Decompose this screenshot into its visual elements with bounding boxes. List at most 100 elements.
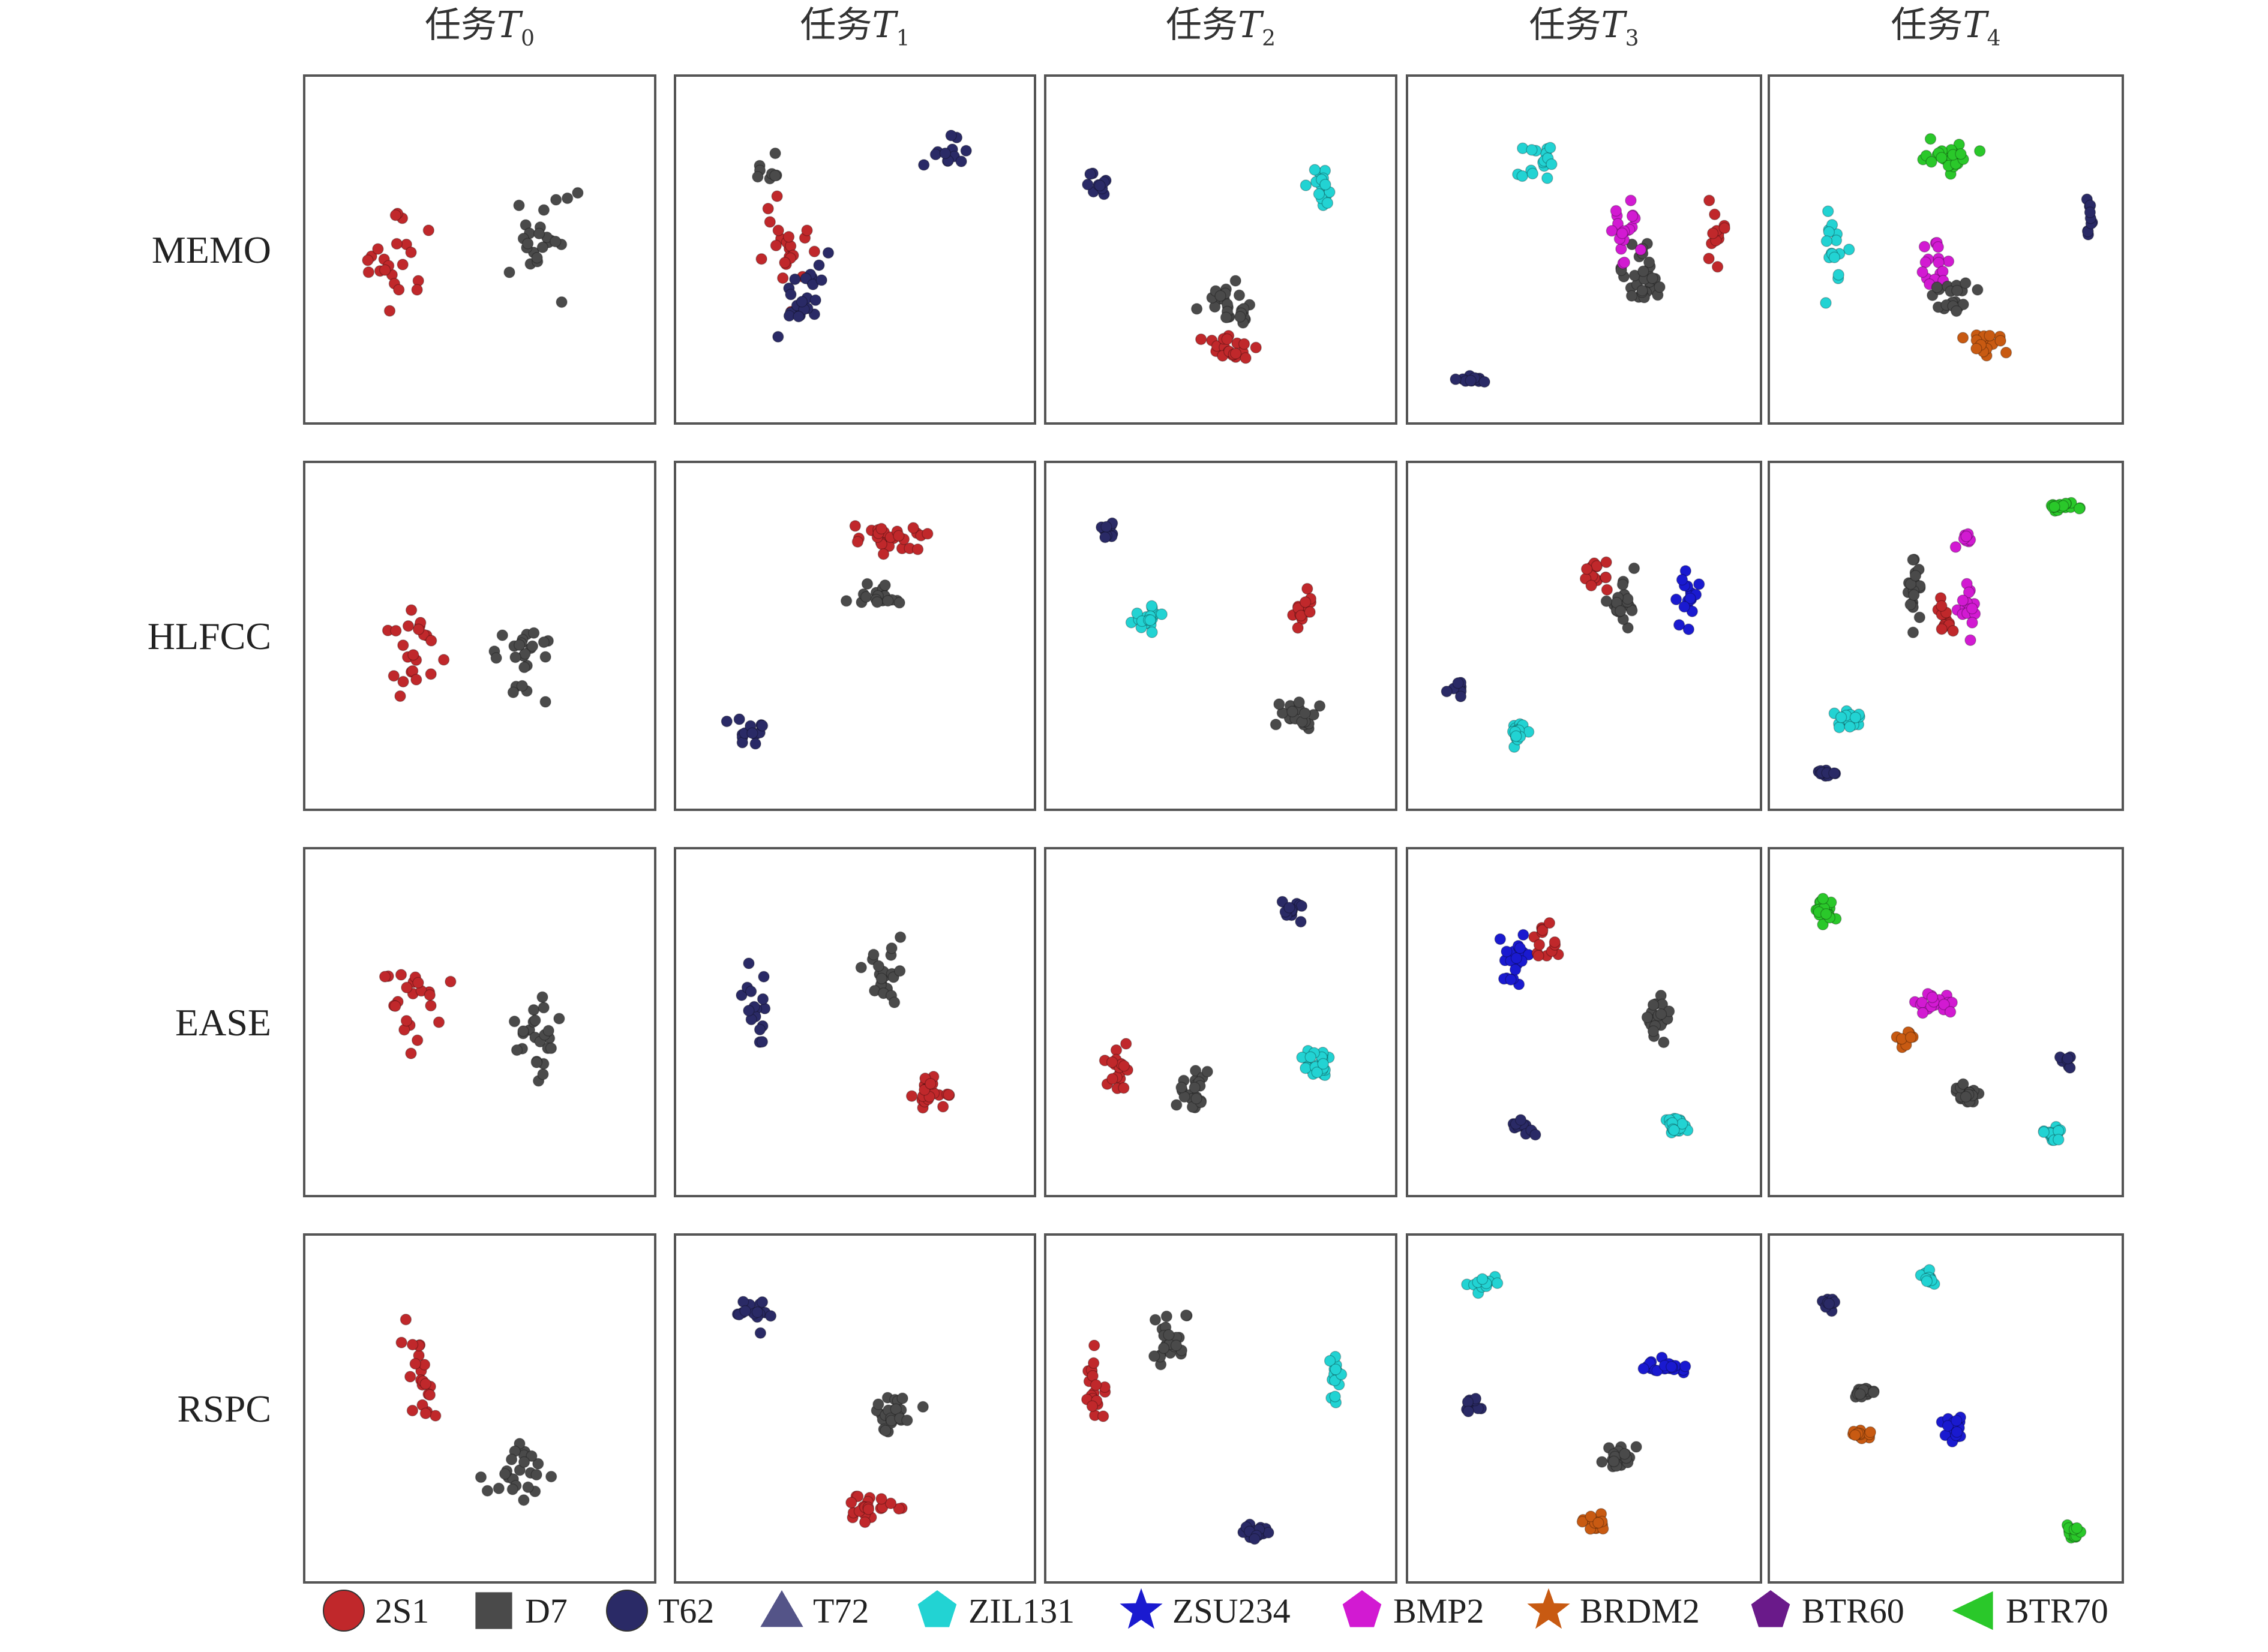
scatter-point	[1195, 333, 1207, 346]
scatter-point	[1913, 611, 1926, 623]
scatter-point	[2038, 1126, 2050, 1139]
scatter-point	[430, 1410, 442, 1422]
scatter-point	[508, 1016, 521, 1028]
scatter-point	[1854, 1388, 1866, 1400]
scatter-point	[419, 1378, 432, 1390]
scatter-point	[388, 669, 400, 682]
scatter-point	[391, 238, 403, 250]
panel-frame	[303, 847, 656, 1197]
row-labels: MEMO HLFCC EASE RSPC	[148, 229, 271, 1430]
scatter-point	[400, 1014, 413, 1027]
scatter-point	[1817, 918, 1829, 931]
scatter-point	[884, 1497, 897, 1509]
scatter-point	[1947, 624, 1959, 637]
scatter-point	[1718, 222, 1730, 235]
panel-frame	[674, 847, 1036, 1197]
scatter-point	[1229, 275, 1241, 287]
scatter-point	[401, 981, 413, 994]
legend-entry-d7: D7	[475, 1591, 568, 1630]
scatter-point	[1544, 142, 1556, 154]
scatter-point	[801, 224, 813, 236]
scatter-point	[397, 259, 409, 271]
panel-frame	[1406, 847, 1762, 1197]
scatter-point	[756, 720, 769, 732]
scatter-point	[425, 635, 437, 647]
scatter-point	[1643, 256, 1655, 268]
scatter-point	[762, 203, 774, 215]
scatter-point	[513, 199, 525, 212]
scatter-point	[893, 597, 905, 609]
scatter-point	[1942, 255, 1955, 268]
column-title-subscript: 3	[1625, 26, 1639, 51]
scatter-point	[1304, 606, 1316, 618]
scatter-point	[776, 272, 789, 284]
scatter-point	[422, 224, 435, 236]
scatter-point	[1926, 991, 1939, 1004]
scatter-point	[1960, 1091, 1972, 1103]
legend-label: T62	[658, 1591, 714, 1630]
scatter-point	[1682, 623, 1695, 635]
pentagon-marker-icon	[1751, 1590, 1790, 1627]
scatter-point	[1601, 584, 1613, 596]
column-title-prefix: 任务	[425, 4, 497, 46]
scatter-point	[519, 648, 531, 660]
scatter-point	[1936, 623, 1948, 635]
scatter-point	[533, 227, 545, 240]
scatter-point	[556, 296, 568, 308]
triangle-left-marker-icon	[1952, 1591, 1993, 1630]
scatter-point	[875, 972, 887, 985]
scatter-point	[1099, 531, 1111, 543]
scatter-point	[1505, 974, 1517, 986]
scatter-point	[955, 155, 967, 167]
scatter-point	[782, 231, 795, 243]
scatter-point	[425, 999, 437, 1012]
scatter-point	[389, 209, 402, 221]
scatter-point	[404, 1371, 416, 1383]
scatter-point	[770, 239, 782, 252]
column-title-symbol: T	[1238, 4, 1264, 46]
square-marker-icon	[475, 1592, 512, 1629]
scatter-point	[550, 235, 562, 248]
panel-frame	[1044, 1233, 1397, 1584]
scatter-point	[490, 652, 502, 664]
scatter-point	[390, 624, 402, 637]
scatter-point	[1955, 148, 1967, 160]
scatter-point	[561, 192, 574, 205]
panel-hlfcc-task-0	[303, 461, 656, 811]
pentagon-marker-icon	[917, 1590, 957, 1627]
scatter-point	[1636, 284, 1648, 297]
scatter-point	[1904, 578, 1917, 590]
panel-frame	[674, 461, 1036, 811]
panel-hlfcc-task-3	[1406, 461, 1762, 811]
scatter-point	[1189, 1082, 1201, 1094]
scatter-point	[1820, 235, 1833, 247]
scatter-point	[527, 627, 540, 639]
scatter-point	[1600, 595, 1613, 607]
scatter-point	[539, 651, 551, 663]
scatter-point	[513, 639, 526, 651]
scatter-point	[2071, 1522, 2083, 1534]
scatter-point	[1966, 602, 1978, 615]
scatter-point	[419, 1407, 432, 1419]
scatter-point	[1867, 1386, 1880, 1398]
scatter-point	[1942, 1420, 1954, 1432]
scatter-point	[1711, 261, 1724, 273]
panel-rspc-task-1	[674, 1233, 1036, 1584]
scatter-point	[1526, 144, 1538, 156]
panel-frame	[1406, 461, 1762, 811]
scatter-point	[518, 1456, 530, 1468]
star-marker-icon	[1527, 1588, 1570, 1629]
scatter-point	[1843, 244, 1855, 256]
scatter-point	[745, 986, 757, 998]
legend-label: BTR70	[2006, 1591, 2108, 1630]
scatter-point	[875, 1492, 887, 1505]
scatter-point	[1820, 908, 1832, 920]
scatter-point	[937, 1101, 949, 1113]
panel-ease-task-1	[674, 847, 1036, 1197]
scatter-point	[905, 1090, 918, 1102]
panel-memo-task-4	[1768, 74, 2124, 425]
panel-frame	[1406, 74, 1762, 425]
scatter-point	[1932, 241, 1945, 253]
scatter-point	[1919, 256, 1931, 269]
